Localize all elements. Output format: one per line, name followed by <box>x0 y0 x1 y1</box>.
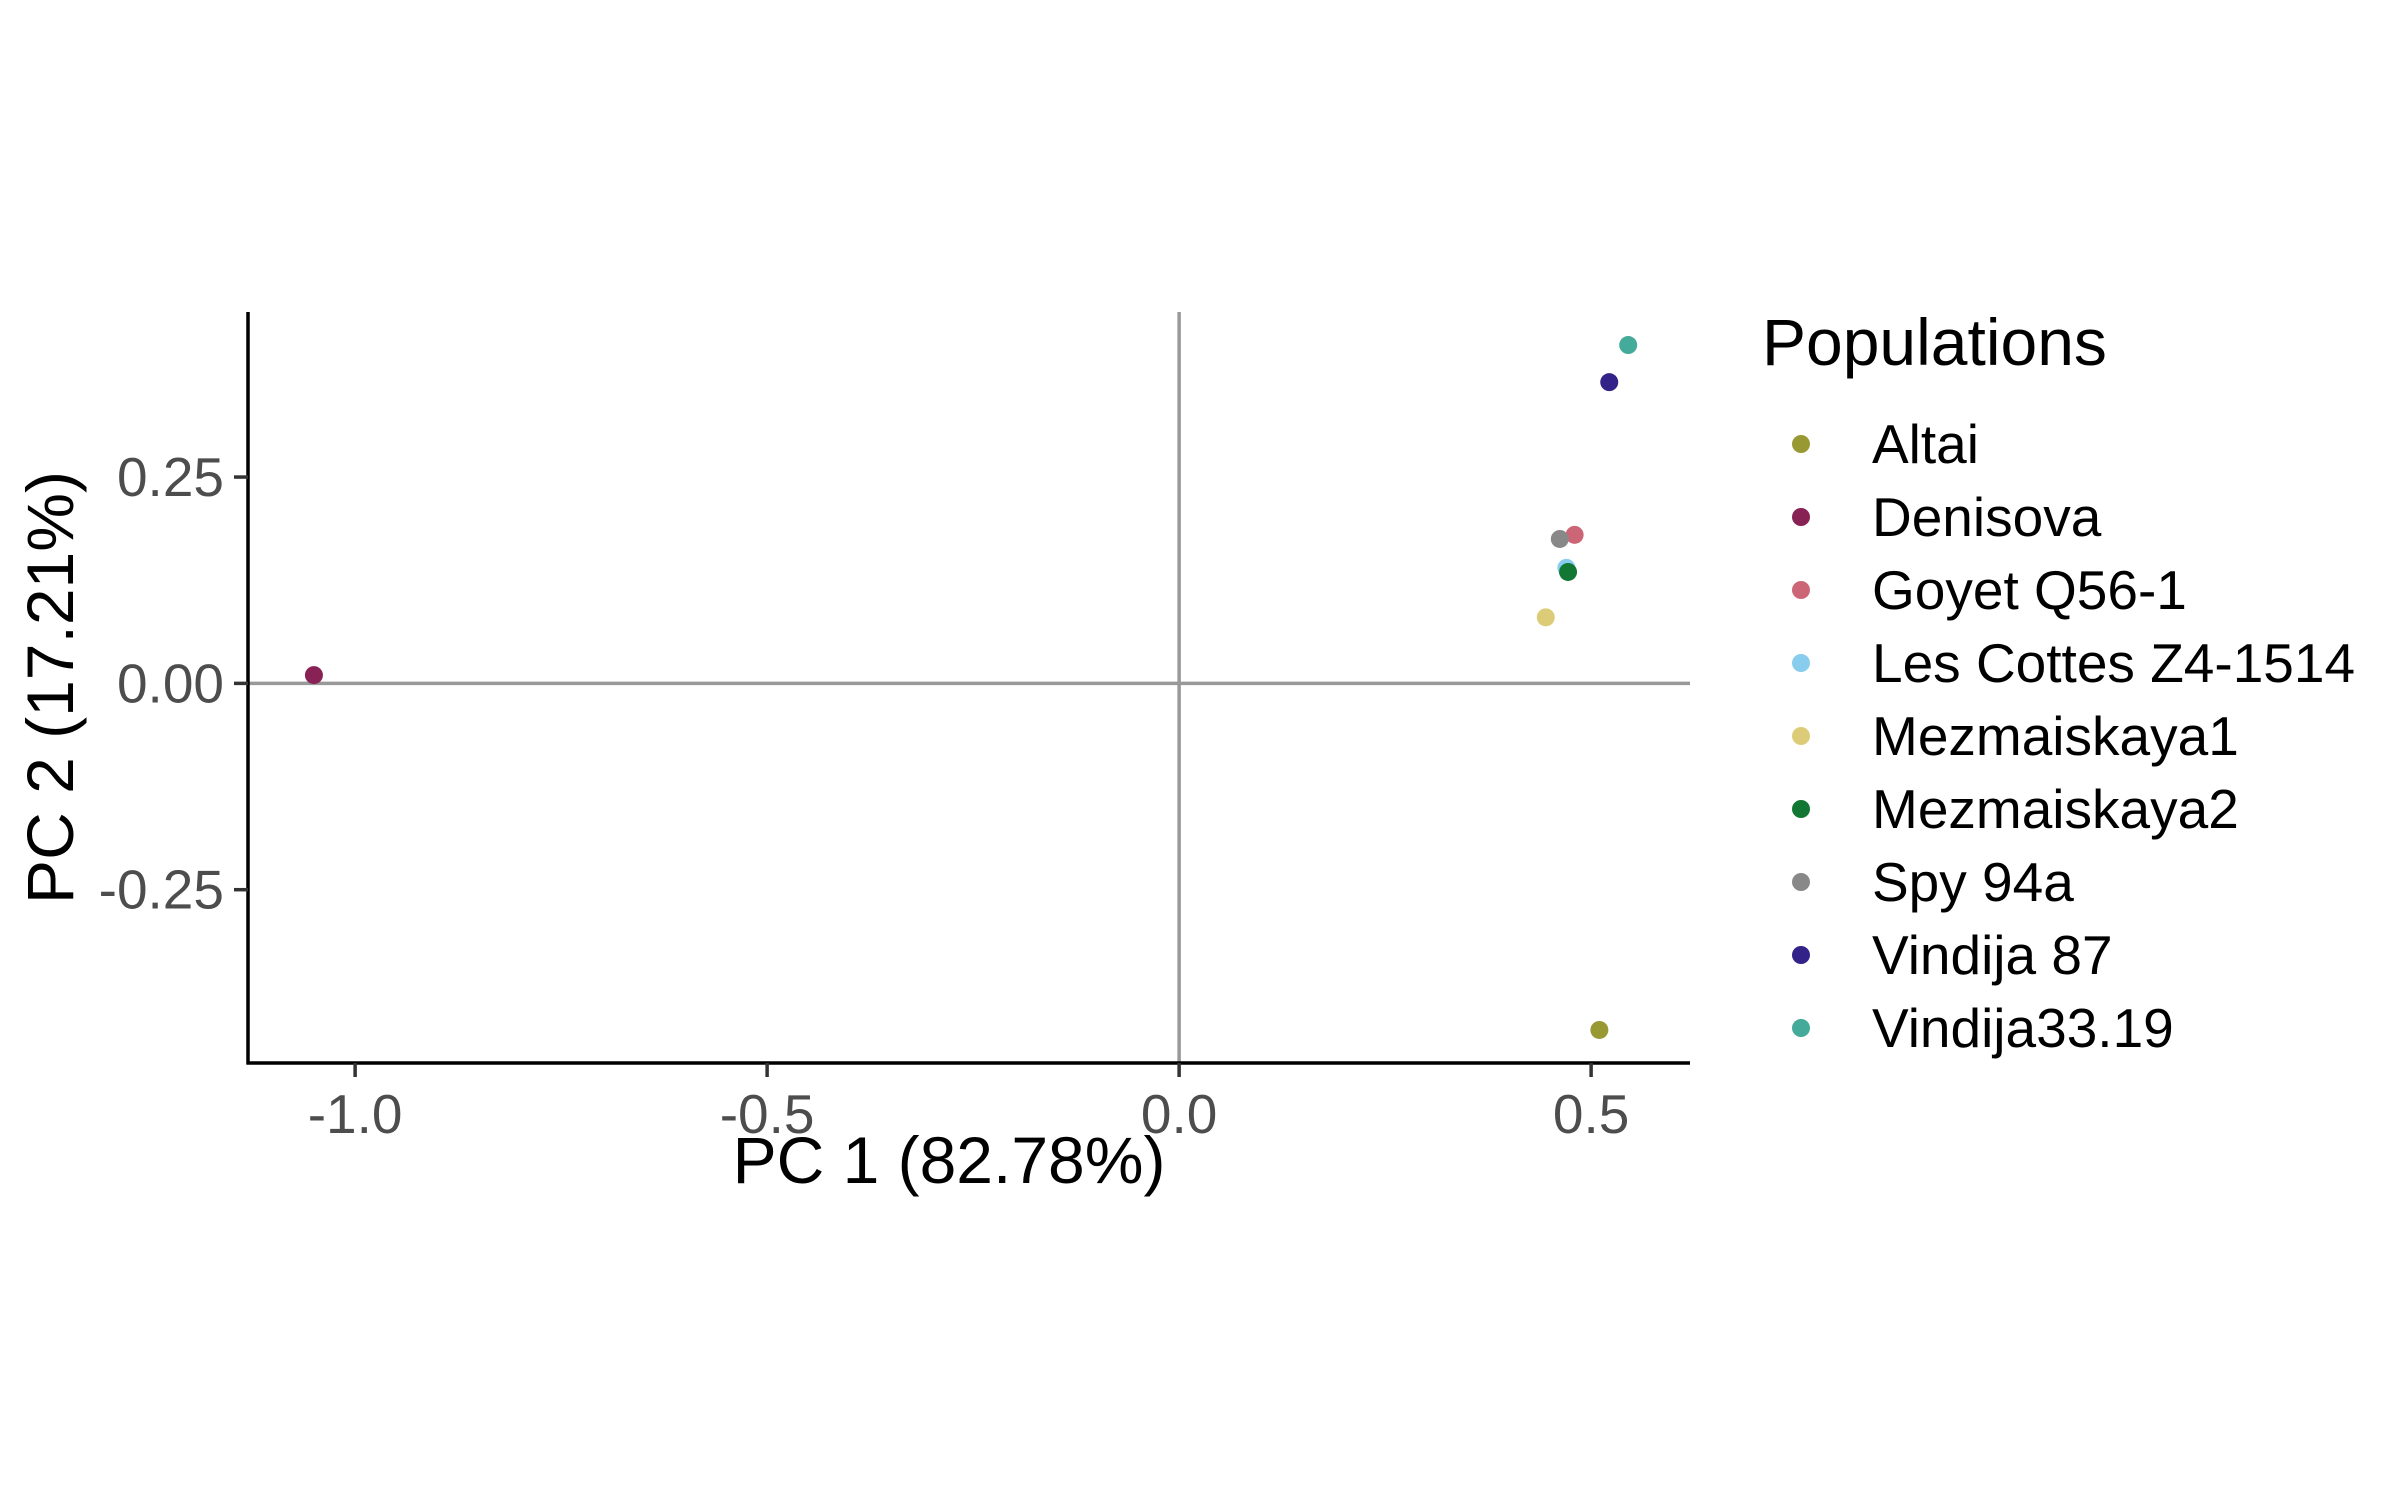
legend-key <box>1792 800 1810 818</box>
legend-key <box>1792 508 1810 526</box>
legend-label: Spy 94a <box>1872 851 2074 913</box>
y-axis-title: PC 2 (17.21%) <box>13 471 87 904</box>
point-mezmaiskaya1 <box>1536 608 1555 627</box>
y-axis-ticks: -0.25 0.00 0.25 <box>99 446 248 921</box>
y-tick-label: 0.00 <box>117 652 224 714</box>
legend-items: Altai Denisova Goyet Q56-1 Les Cottes Z4-15… <box>1792 413 2355 1059</box>
legend-label: Denisova <box>1872 486 2102 548</box>
legend-key <box>1792 581 1810 599</box>
point-spy-94a <box>1550 529 1569 548</box>
legend-key <box>1792 435 1810 453</box>
legend-key <box>1792 873 1810 891</box>
legend-key <box>1792 654 1810 672</box>
x-tick-label: -1.0 <box>308 1083 403 1145</box>
x-axis-title: PC 1 (82.78%) <box>733 1123 1166 1197</box>
legend-label: Altai <box>1872 413 1979 475</box>
point-vindija-87 <box>1600 373 1619 392</box>
legend-label: Vindija33.19 <box>1872 997 2174 1059</box>
point-denisova <box>304 666 323 685</box>
point-goyet-q56-1 <box>1565 525 1584 544</box>
x-tick-label: 0.0 <box>1141 1083 1217 1145</box>
y-tick-label: 0.25 <box>117 446 224 508</box>
x-tick-label: 0.5 <box>1553 1083 1629 1145</box>
y-tick-label: -0.25 <box>99 859 224 921</box>
legend-label: Les Cottes Z4-1514 <box>1872 632 2355 694</box>
point-vindija33-19 <box>1619 336 1638 355</box>
x-axis-ticks: -1.0 -0.5 0.0 0.5 <box>308 1063 1629 1145</box>
legend-label: Goyet Q56-1 <box>1872 559 2187 621</box>
legend-label: Vindija 87 <box>1872 924 2113 986</box>
legend-label: Mezmaiskaya1 <box>1872 705 2239 767</box>
x-tick-label: -0.5 <box>720 1083 815 1145</box>
point-altai <box>1590 1020 1609 1039</box>
legend-label: Mezmaiskaya2 <box>1872 778 2239 840</box>
legend-key <box>1792 727 1810 745</box>
legend-key <box>1792 946 1810 964</box>
data-points <box>304 336 1638 1039</box>
legend: Populations Altai Denisova Goyet Q56-1 Les … <box>1762 305 2355 1059</box>
reference-lines <box>248 312 1690 1063</box>
axes <box>246 312 1690 1065</box>
point-mezmaiskaya2 <box>1559 562 1578 581</box>
legend-key <box>1792 1019 1810 1037</box>
legend-title: Populations <box>1762 305 2107 379</box>
